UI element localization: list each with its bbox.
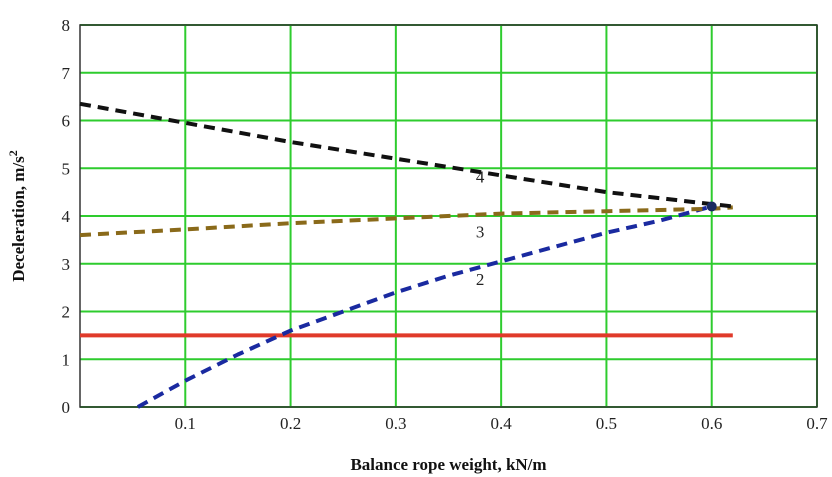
- x-tick-label: 0.6: [701, 414, 722, 433]
- curve-label-2: 2: [476, 270, 485, 289]
- y-tick-label: 2: [62, 303, 71, 322]
- x-tick-label: 0.2: [280, 414, 301, 433]
- intersection-point-marker: [706, 201, 717, 212]
- series-line-3: [79, 205, 733, 238]
- x-tick-label: 0.1: [175, 414, 196, 433]
- x-tick-label: 0.4: [491, 414, 513, 433]
- x-tick-labels: 0.1 0.2 0.3 0.4 0.5 0.6 0.7: [175, 414, 828, 433]
- y-tick-labels: 0 1 2 3 4 5 6 7 8: [62, 16, 71, 417]
- y-tick-label: 4: [62, 207, 71, 226]
- series-layer: [79, 101, 734, 409]
- x-tick-label: 0.3: [385, 414, 406, 433]
- x-axis-label: Balance rope weight, kN/m: [350, 455, 546, 474]
- y-tick-label: 5: [62, 159, 71, 178]
- y-tick-label: 3: [62, 255, 71, 274]
- series-line-4: [79, 101, 734, 209]
- y-tick-label: 1: [62, 350, 71, 369]
- curve-label-4: 4: [476, 168, 485, 187]
- y-axis-label-superscript: 2: [6, 150, 20, 156]
- y-tick-label: 0: [62, 398, 71, 417]
- y-tick-label: 8: [62, 16, 71, 35]
- curve-label-3: 3: [476, 222, 485, 241]
- y-axis-label-text: Deceleration, m/s: [9, 156, 28, 282]
- x-tick-label: 0.7: [806, 414, 828, 433]
- y-axis-label: Deceleration, m/s2: [6, 150, 28, 282]
- series-line-2: [136, 204, 713, 409]
- x-tick-label: 0.5: [596, 414, 617, 433]
- y-tick-label: 6: [62, 112, 71, 131]
- plot-frame: [79, 24, 818, 408]
- grid: [80, 24, 818, 408]
- y-tick-label: 7: [62, 64, 71, 83]
